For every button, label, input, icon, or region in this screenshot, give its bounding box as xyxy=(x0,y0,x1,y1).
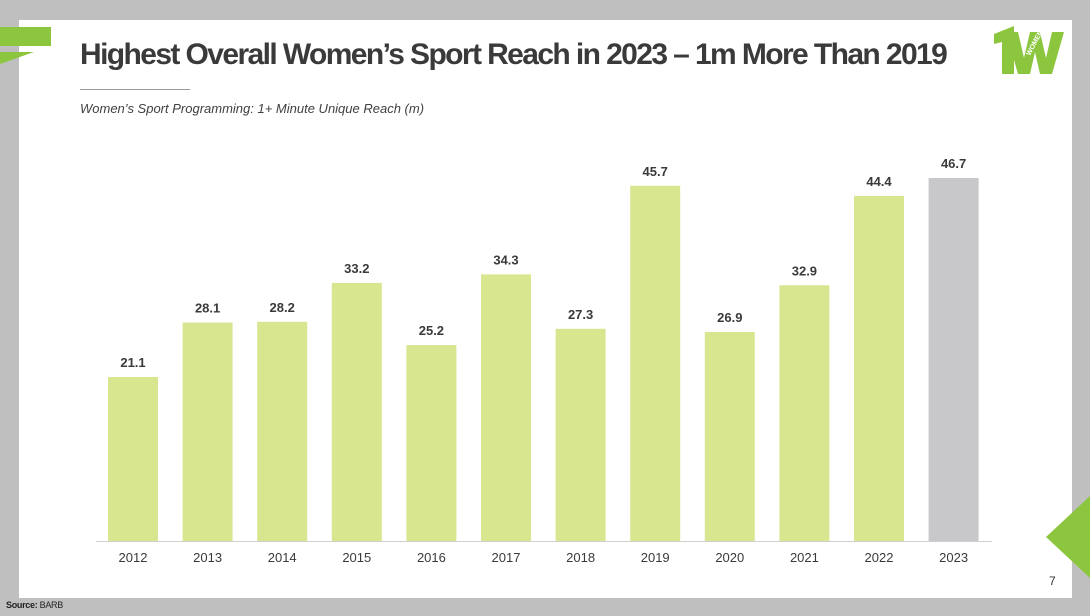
data-label-2019: 45.7 xyxy=(643,164,668,179)
x-tick-2020: 2020 xyxy=(715,550,744,565)
data-label-2023: 46.7 xyxy=(941,156,966,171)
accent-tab-top xyxy=(0,27,51,46)
data-label-2012: 21.1 xyxy=(120,355,145,370)
bar-2021 xyxy=(779,285,830,541)
data-label-2022: 44.4 xyxy=(866,174,892,189)
x-tick-2017: 2017 xyxy=(492,550,521,565)
logo-w-shape xyxy=(1006,32,1064,74)
x-tick-2021: 2021 xyxy=(790,550,819,565)
bar-2015 xyxy=(331,282,382,541)
bar-2023 xyxy=(928,178,979,541)
bar-2020 xyxy=(704,331,755,541)
data-label-2020: 26.9 xyxy=(717,310,742,325)
x-tick-2022: 2022 xyxy=(865,550,894,565)
bar-2014 xyxy=(257,321,308,541)
x-tick-2016: 2016 xyxy=(417,550,446,565)
bar-2016 xyxy=(406,345,457,541)
bar-2018 xyxy=(555,328,606,541)
x-tick-2023: 2023 xyxy=(939,550,968,565)
bar-2017 xyxy=(481,274,531,541)
x-tick-2013: 2013 xyxy=(193,550,222,565)
source-note: Source: BARB xyxy=(6,600,63,610)
data-label-2017: 34.3 xyxy=(493,252,518,267)
page-number: 7 xyxy=(1049,574,1056,588)
chart-subtitle: Women’s Sport Programming: 1+ Minute Uni… xyxy=(80,101,425,116)
title-divider xyxy=(80,89,190,90)
bar-2012 xyxy=(108,376,158,541)
data-label-2015: 33.2 xyxy=(344,261,369,276)
data-label-2016: 25.2 xyxy=(419,323,444,338)
x-tick-2019: 2019 xyxy=(641,550,670,565)
x-tick-2015: 2015 xyxy=(342,550,371,565)
data-label-2021: 32.9 xyxy=(792,263,817,278)
bar-2019 xyxy=(630,185,681,542)
bar-2022 xyxy=(854,195,904,542)
page-title: Highest Overall Women’s Sport Reach in 2… xyxy=(80,38,948,71)
source-value: BARB xyxy=(39,600,64,610)
womens-sport-trust-logo: WOMEN'S SPORT TRUST xyxy=(994,24,1066,74)
data-label-2013: 28.1 xyxy=(195,301,220,316)
bar-2013 xyxy=(182,322,233,541)
source-label: Source: xyxy=(6,600,38,610)
data-label-2014: 28.2 xyxy=(270,300,295,315)
data-label-2018: 27.3 xyxy=(568,307,593,322)
x-tick-2018: 2018 xyxy=(566,550,595,565)
x-tick-2012: 2012 xyxy=(119,550,148,565)
x-tick-2014: 2014 xyxy=(268,550,297,565)
